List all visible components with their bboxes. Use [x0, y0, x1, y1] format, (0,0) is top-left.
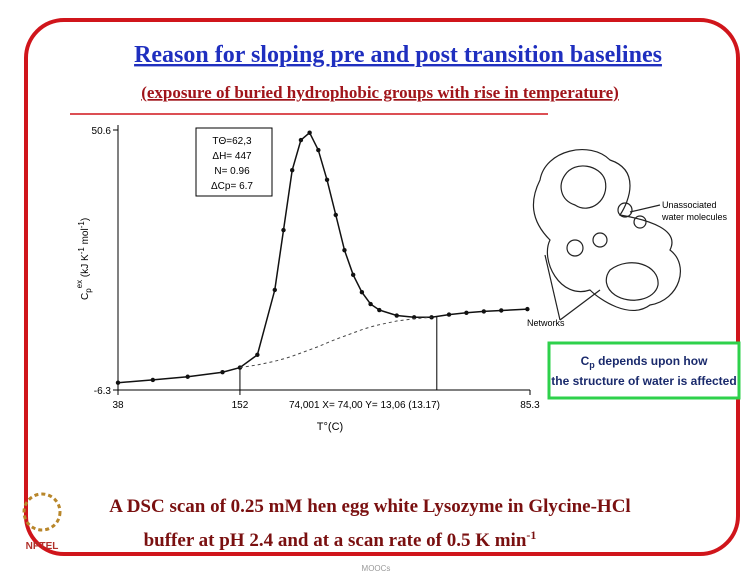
y-label-part: C: [80, 293, 91, 300]
data-point: [499, 308, 503, 312]
param-label: ΔH= 447: [212, 151, 252, 162]
caption-text: buffer at pH 2.4 and at a scan rate of 0…: [144, 530, 527, 551]
x-axis-label: T°(C): [317, 421, 343, 433]
data-point: [307, 131, 311, 135]
param-label: N= 0.96: [214, 166, 250, 177]
note-part: depends upon how: [595, 354, 708, 368]
data-point: [351, 273, 355, 277]
data-point: [290, 168, 294, 172]
data-point: [482, 309, 486, 313]
caption-line: buffer at pH 2.4 and at a scan rate of 0…: [144, 528, 537, 551]
y-label-part: mol: [80, 228, 91, 247]
diagram-label: water molecules: [661, 212, 728, 222]
x-tick-label: 152: [232, 400, 249, 411]
x-tick-label: 85.3: [520, 400, 540, 411]
data-point: [325, 178, 329, 182]
caption-line: A DSC scan of 0.25 mM hen egg white Lyso…: [109, 496, 630, 517]
logo-text: NPTEL: [26, 541, 59, 552]
data-point: [377, 308, 381, 312]
data-point: [447, 312, 451, 316]
diagram-label: Networks: [527, 318, 565, 328]
data-point: [281, 228, 285, 232]
footer-text: MOOCs: [362, 564, 391, 573]
note-box: [549, 343, 739, 398]
annotation: 74,001 X= 74,00 Y= 13,06 (13.17): [289, 400, 440, 411]
data-point: [360, 290, 364, 294]
y-label-part: (kJ K: [80, 254, 91, 280]
data-point: [151, 378, 155, 382]
param-label: ΔCp= 6.7: [211, 181, 253, 192]
slide-title: Reason for sloping pre and post transiti…: [134, 42, 662, 68]
slide: Reason for sloping pre and post transiti…: [0, 0, 751, 576]
y-label-part: p: [84, 288, 93, 293]
data-point: [185, 375, 189, 379]
y-tick-label: -6.3: [94, 386, 112, 397]
data-point: [334, 213, 338, 217]
data-point: [395, 313, 399, 317]
data-point: [316, 148, 320, 152]
data-point: [368, 302, 372, 306]
data-point: [255, 353, 259, 357]
y-label-part: ): [80, 218, 91, 221]
data-point: [299, 138, 303, 142]
y-tick-label: 50.6: [92, 126, 112, 137]
diagram-label: Unassociated: [662, 200, 717, 210]
note-line: Cp depends upon how: [581, 354, 708, 370]
y-label-part: ex: [75, 280, 84, 288]
caption-sup: -1: [526, 528, 536, 542]
data-point: [342, 248, 346, 252]
data-point: [464, 311, 468, 315]
x-tick-label: 38: [112, 400, 124, 411]
data-point: [273, 288, 277, 292]
data-point: [116, 380, 120, 384]
slide-subtitle: (exposure of buried hydrophobic groups w…: [141, 83, 619, 102]
data-point: [220, 370, 224, 374]
param-label: TΘ=62,3: [212, 136, 252, 147]
note-line: the structure of water is affected: [551, 374, 736, 388]
data-point: [525, 307, 529, 311]
note-part: C: [581, 354, 590, 368]
